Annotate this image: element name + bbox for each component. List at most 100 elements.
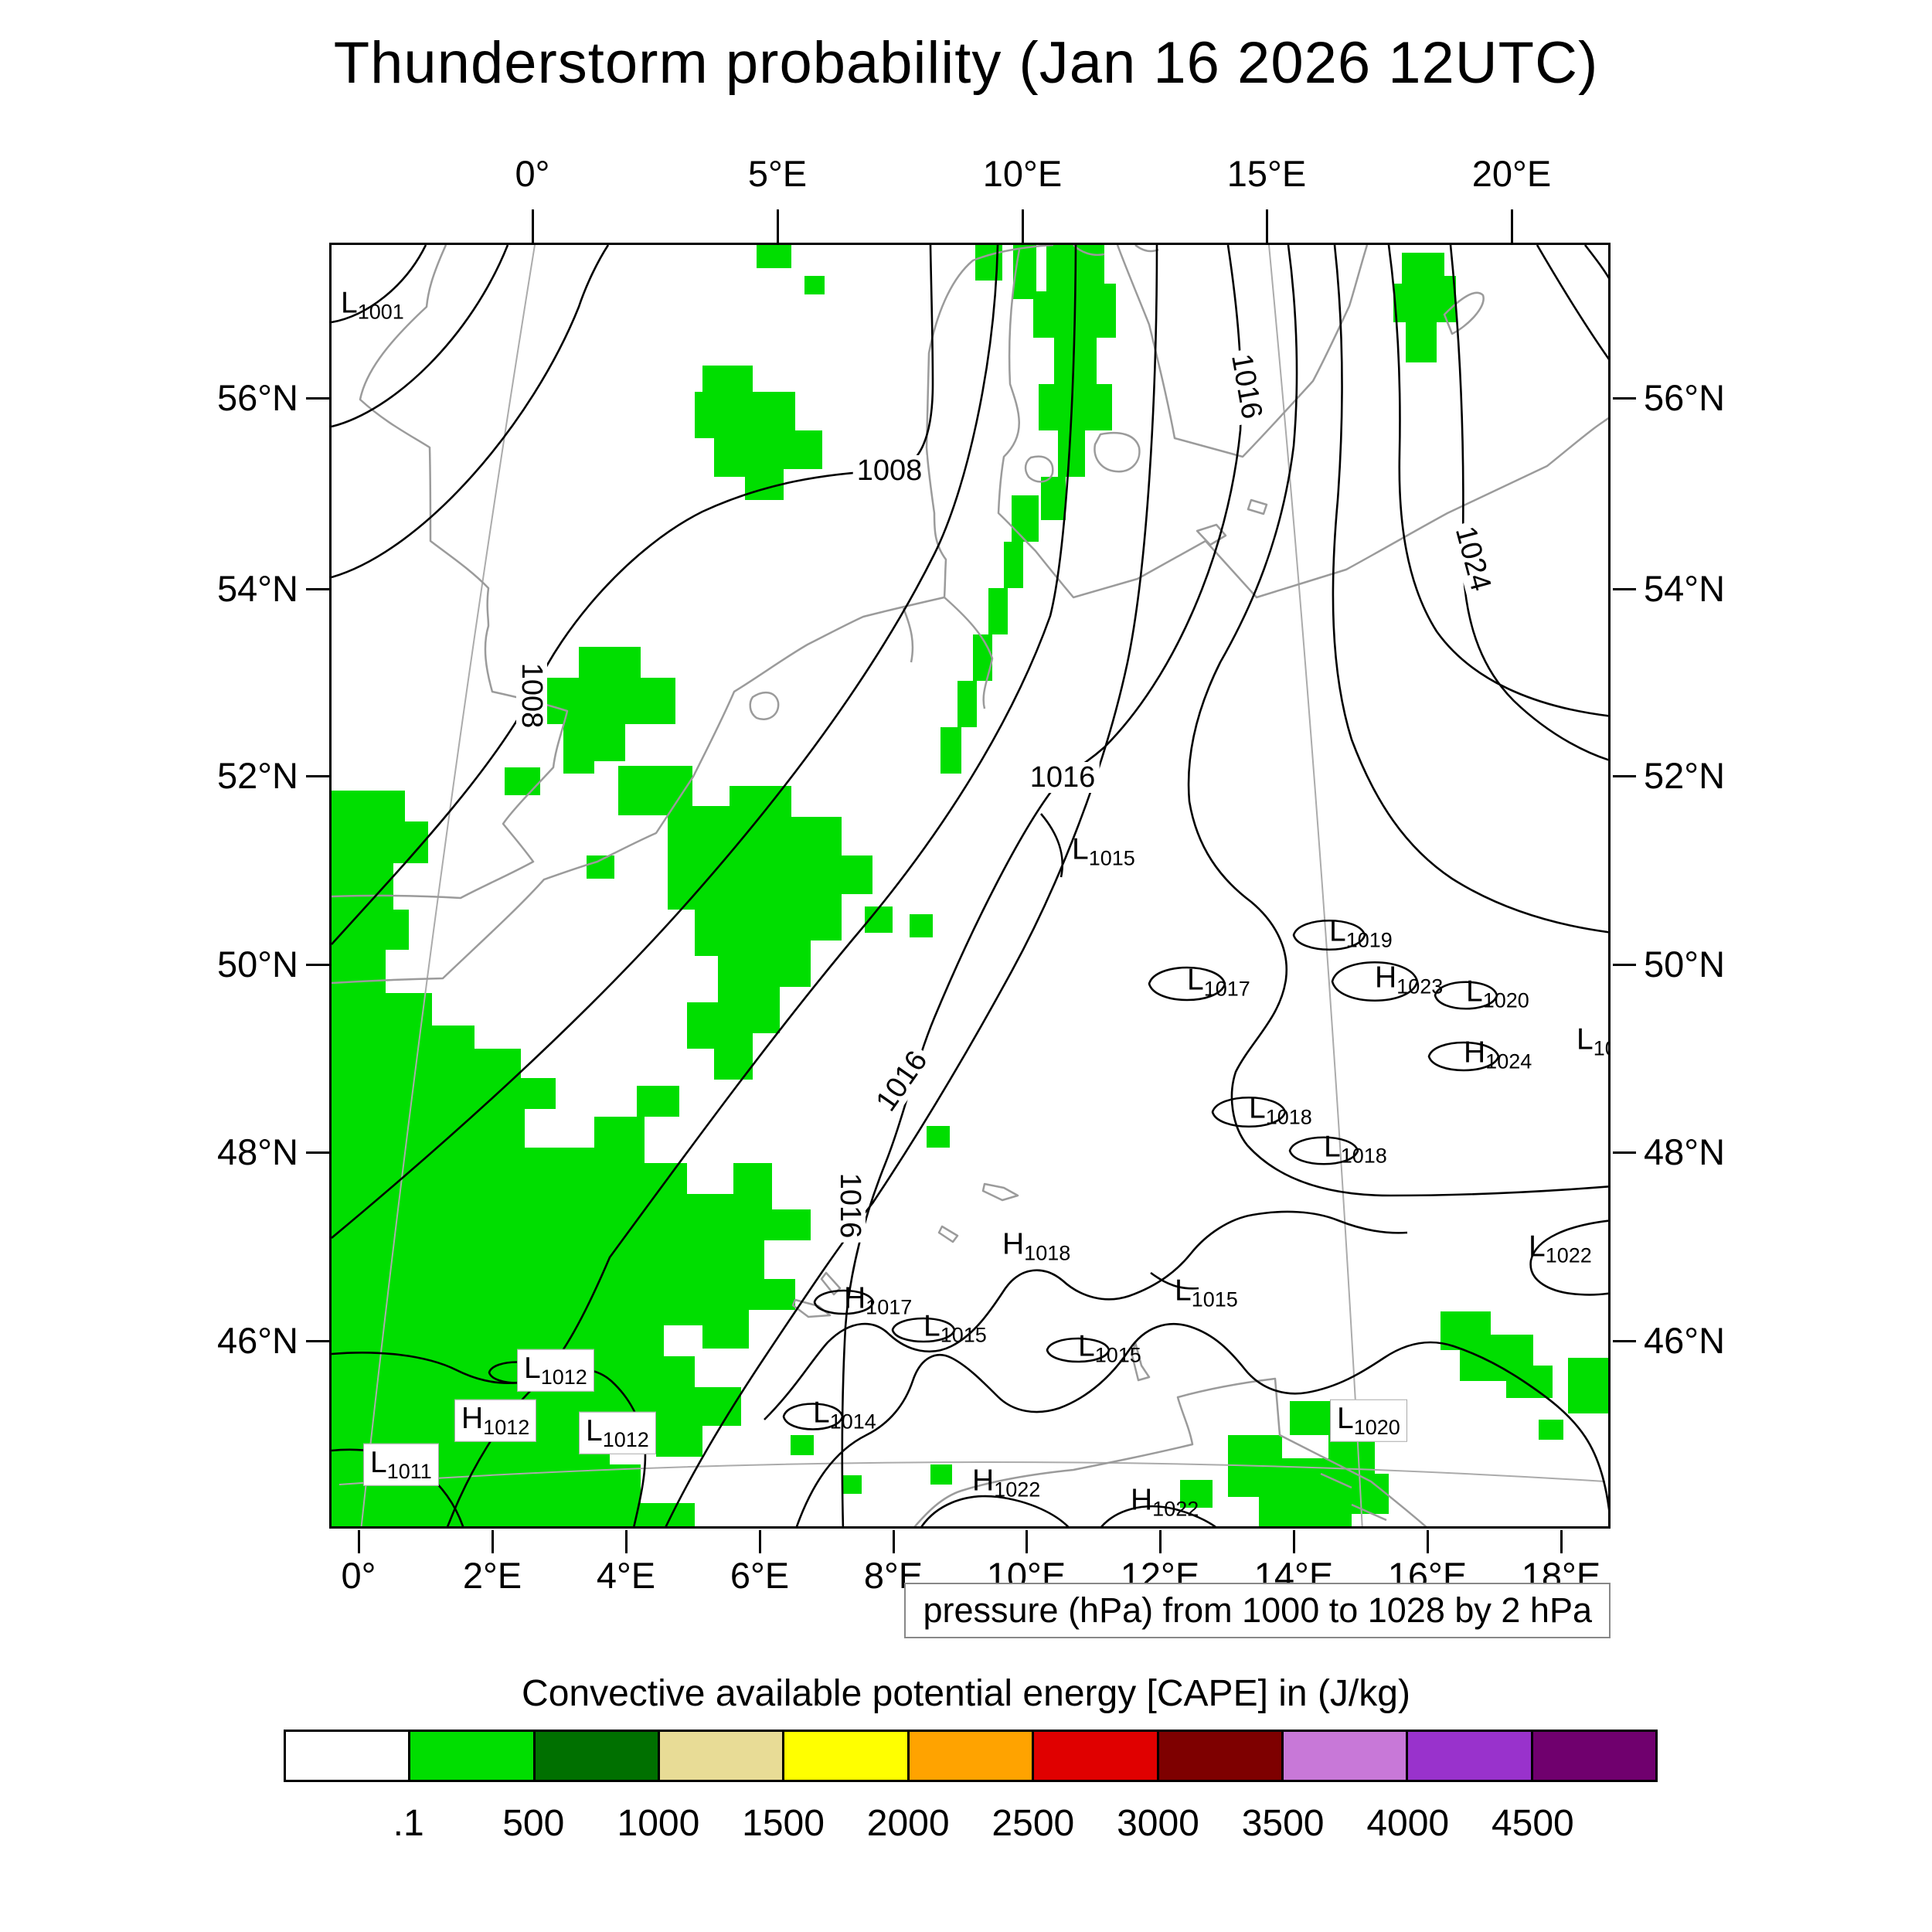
axis-tick xyxy=(306,963,329,966)
pressure-center-l1012: L1012 xyxy=(517,1349,594,1392)
axis-label-top: 0° xyxy=(515,153,550,194)
contour-label-1016: 1016 xyxy=(1225,347,1268,426)
pressure-center-h1018: H1018 xyxy=(1002,1227,1071,1265)
axis-tick xyxy=(357,1530,360,1553)
pressure-center-l1001: L1001 xyxy=(341,286,404,324)
pressure-center-l1015: L1015 xyxy=(1175,1274,1238,1311)
axis-label-left: 48°N xyxy=(216,1131,298,1172)
pressure-center-l1024: L1024 xyxy=(1577,1022,1608,1060)
axis-label-right: 46°N xyxy=(1644,1320,1726,1361)
contour-label-1016: 1016 xyxy=(834,1168,866,1243)
axis-label-bottom: 4°E xyxy=(596,1555,656,1596)
axis-tick xyxy=(1560,1530,1563,1553)
colorbar-tick-label: 500 xyxy=(502,1803,565,1844)
axis-tick xyxy=(1613,587,1636,590)
axis-tick xyxy=(1265,209,1268,243)
pressure-center-l1012: L1012 xyxy=(579,1411,656,1454)
page-title: Thunderstorm probability (Jan 16 2026 12… xyxy=(333,30,1599,96)
pressure-center-l1015: L1015 xyxy=(1078,1329,1141,1367)
axis-tick xyxy=(1613,963,1636,966)
axis-tick xyxy=(306,774,329,777)
colorbar-cell xyxy=(535,1732,661,1780)
axis-label-bottom: 2°E xyxy=(462,1555,522,1596)
axis-label-right: 50°N xyxy=(1644,944,1726,985)
colorbar-tick-label: 4000 xyxy=(1366,1803,1450,1844)
colorbar-tick-label: 2500 xyxy=(992,1803,1075,1844)
pressure-center-h1024: H1024 xyxy=(1464,1036,1532,1073)
colorbar-cell xyxy=(1034,1732,1159,1780)
colorbar-tick-label: 4500 xyxy=(1491,1803,1574,1844)
axis-label-top: 20°E xyxy=(1471,153,1552,194)
axis-label-left: 52°N xyxy=(216,755,298,796)
axis-label-left: 56°N xyxy=(216,377,298,418)
map-canvas xyxy=(332,245,1608,1526)
colorbar-cell xyxy=(1532,1732,1655,1780)
pressure-center-h1022: H1022 xyxy=(1131,1483,1199,1521)
axis-tick xyxy=(306,1339,329,1342)
pressure-center-l1020: L1020 xyxy=(1330,1399,1407,1442)
axis-tick xyxy=(1613,774,1636,777)
pressure-center-l1011: L1011 xyxy=(363,1443,439,1486)
colorbar-tick-label: 3500 xyxy=(1241,1803,1325,1844)
colorbar xyxy=(284,1730,1658,1782)
contour-label-1016: 1016 xyxy=(1026,762,1100,793)
axis-tick xyxy=(1025,1530,1028,1553)
contour-label-1008: 1008 xyxy=(852,455,927,486)
contour-label-1016: 1016 xyxy=(868,1042,936,1121)
colorbar-cell xyxy=(784,1732,910,1780)
colorbar-cell xyxy=(909,1732,1035,1780)
pressure-center-l1015: L1015 xyxy=(923,1309,987,1347)
axis-tick xyxy=(892,1530,895,1553)
colorbar-tick-label: .1 xyxy=(393,1803,424,1844)
colorbar-cell xyxy=(1408,1732,1533,1780)
axis-tick xyxy=(1613,396,1636,400)
pressure-center-l1020: L1020 xyxy=(1466,975,1529,1012)
axis-tick xyxy=(1510,209,1513,243)
pressure-caption-text: pressure (hPa) from 1000 to 1028 by 2 hP… xyxy=(923,1590,1592,1630)
pressure-caption: pressure (hPa) from 1000 to 1028 by 2 hP… xyxy=(904,1583,1611,1638)
axis-label-right: 54°N xyxy=(1644,568,1726,609)
axis-tick xyxy=(491,1530,494,1553)
axis-tick xyxy=(758,1530,761,1553)
pressure-center-h1017: H1017 xyxy=(844,1281,913,1319)
pressure-center-l1017: L1017 xyxy=(1187,963,1250,1001)
colorbar-tick-label: 1500 xyxy=(742,1803,825,1844)
pressure-center-l1014: L1014 xyxy=(813,1396,876,1434)
axis-label-left: 50°N xyxy=(216,944,298,985)
colorbar-cell xyxy=(286,1732,411,1780)
axis-label-top: 15°E xyxy=(1226,153,1307,194)
axis-tick xyxy=(1426,1530,1429,1553)
axis-label-left: 46°N xyxy=(216,1320,298,1361)
contour-label-1024: 1024 xyxy=(1448,519,1498,598)
axis-label-right: 48°N xyxy=(1644,1131,1726,1172)
contour-label-1008: 1008 xyxy=(515,658,548,733)
pressure-center-l1015: L1015 xyxy=(1072,832,1135,870)
axis-tick xyxy=(1021,209,1024,243)
coastline-layer xyxy=(332,245,1608,1526)
axis-tick xyxy=(624,1530,628,1553)
cape-shading-layer xyxy=(332,245,1608,1526)
axis-label-bottom: 6°E xyxy=(730,1555,790,1596)
pressure-center-h1022: H1022 xyxy=(972,1464,1041,1502)
axis-tick xyxy=(306,587,329,590)
axis-label-right: 56°N xyxy=(1644,377,1726,418)
axis-label-bottom: 0° xyxy=(341,1555,376,1596)
axis-label-top: 5°E xyxy=(747,153,808,194)
colorbar-tick-label: 2000 xyxy=(866,1803,950,1844)
pressure-center-h1012: H1012 xyxy=(454,1399,537,1442)
pressure-center-l1018: L1018 xyxy=(1324,1130,1387,1168)
axis-tick xyxy=(306,1151,329,1154)
map-area: L1001 L1015 L1019 L1017 H1023 L1020 H1024 L1024… xyxy=(329,243,1611,1529)
pressure-contour-layer xyxy=(332,245,1608,1526)
colorbar-tick-label: 1000 xyxy=(617,1803,700,1844)
axis-label-left: 54°N xyxy=(216,568,298,609)
axis-tick xyxy=(1613,1151,1636,1154)
colorbar-tick-label: 3000 xyxy=(1117,1803,1199,1844)
axis-tick xyxy=(531,209,534,243)
axis-tick xyxy=(306,396,329,400)
pressure-center-l1022: L1022 xyxy=(1529,1230,1592,1267)
axis-label-top: 10°E xyxy=(982,153,1063,194)
axis-tick xyxy=(1158,1530,1162,1553)
colorbar-cell xyxy=(660,1732,785,1780)
